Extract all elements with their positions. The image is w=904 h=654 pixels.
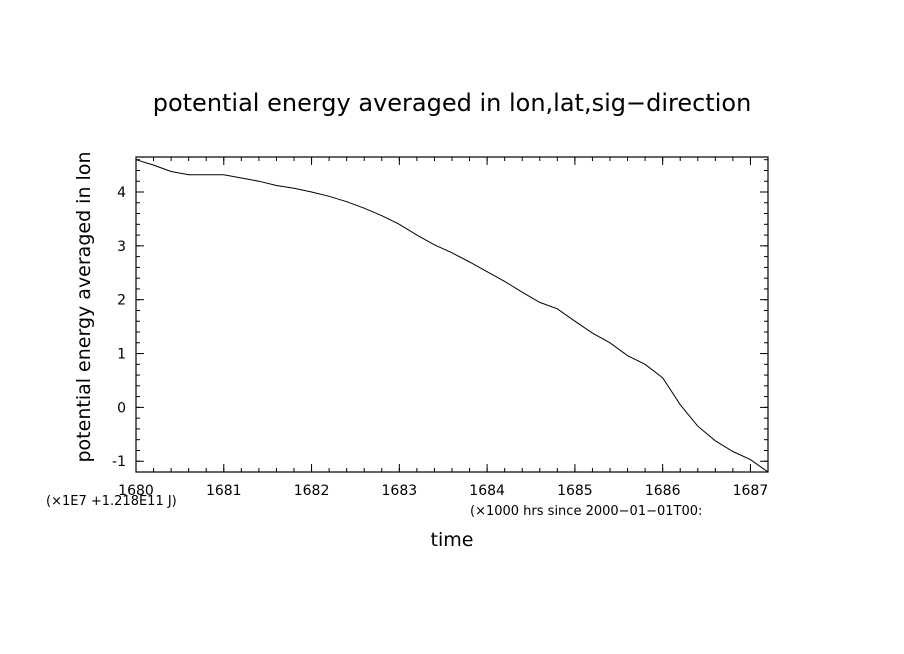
x-tick-label: 1681: [206, 483, 242, 499]
y-tick-label: -1: [112, 454, 126, 470]
y-tick-label: 1: [117, 347, 126, 363]
y-tick-label: 0: [117, 400, 126, 416]
x-axis-ticks: 1680 1681 1682 1683 1684 1685 1686 1687: [118, 157, 769, 499]
x-tick-label: 1686: [645, 483, 681, 499]
x-tick-label: 1685: [557, 483, 593, 499]
series-line: [135, 159, 769, 473]
chart-title: potential energy averaged in lon,lat,sig…: [153, 89, 752, 117]
y-tick-label: 2: [117, 293, 126, 309]
y-scale-note: (×1E7 +1.218E11 J): [46, 494, 177, 509]
y-tick-label: 3: [117, 239, 126, 255]
x-tick-label: 1683: [382, 483, 418, 499]
x-tick-label: 1682: [294, 483, 330, 499]
x-scale-note: (×1000 hrs since 2000−01−01T00:: [470, 504, 702, 519]
y-axis-ticks: -1 0 1 2 3 4: [112, 159, 768, 470]
y-tick-label: 4: [117, 185, 126, 201]
x-tick-label: 1680: [118, 483, 154, 499]
x-tick-label: 1687: [733, 483, 769, 499]
y-axis-label: potential energy averaged in lon: [73, 152, 95, 463]
series-layer: [135, 159, 769, 473]
plot-frame: [135, 156, 769, 473]
x-tick-label: 1684: [469, 483, 505, 499]
x-axis-label: time: [431, 529, 474, 551]
